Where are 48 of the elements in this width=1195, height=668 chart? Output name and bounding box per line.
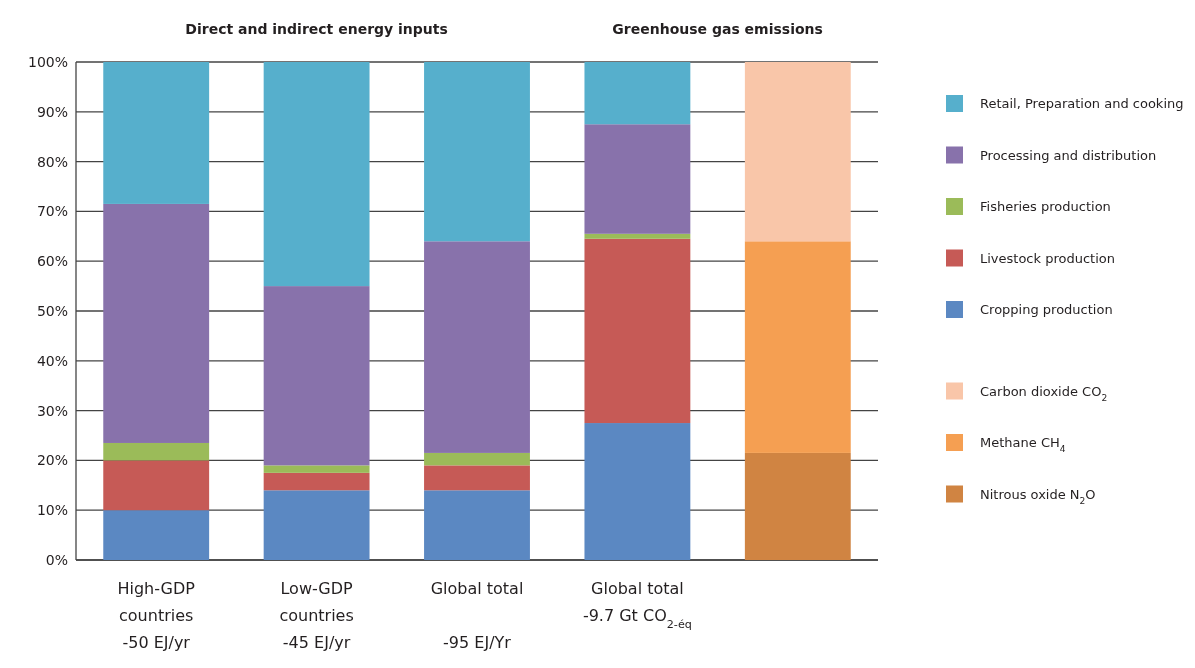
bar (263, 286, 370, 466)
bar (744, 62, 851, 242)
x-tick-label: Global total -9.7 Gt CO$_{2-éq}$ (582, 579, 692, 631)
bar (263, 472, 370, 491)
bar (744, 452, 851, 560)
bar (584, 124, 691, 234)
y-tick-label: 0% (45, 552, 68, 568)
bar (584, 238, 691, 424)
legend-label: Retail, Preparation and cooking (980, 96, 1184, 111)
y-tick-label: 60% (36, 253, 68, 270)
bar (424, 490, 530, 560)
legend-label: Fisheries production (980, 199, 1111, 214)
x-tick-label: High-GDP countries -50 EJ/yr (117, 579, 196, 652)
bar (424, 62, 530, 242)
bar (584, 423, 691, 560)
bar (424, 241, 530, 453)
bar (424, 452, 530, 466)
x-tick-label: Low-GDP countries -45 EJ/yr (279, 579, 354, 652)
y-tick-label: 90% (36, 103, 68, 120)
y-tick-label: 30% (36, 402, 68, 419)
y-tick-label: 70% (36, 203, 68, 220)
category-label: Global total -95 EJ/Yr (430, 579, 524, 652)
legend-label: Methane CH$_{4}$ (980, 435, 1066, 454)
y-tick-label: 50% (36, 303, 68, 319)
bar (263, 465, 370, 473)
y-tick-label: 10% (36, 502, 68, 519)
legend-label: Carbon dioxide CO$_{2}$ (980, 383, 1108, 403)
bar (263, 62, 370, 287)
y-tick-label: 40% (36, 352, 68, 369)
bar (584, 62, 691, 125)
bar (263, 490, 370, 560)
legend-label: Livestock production (980, 250, 1115, 266)
bar (103, 203, 210, 443)
text: Greenhouse gas emissions (612, 21, 823, 37)
y-tick-label: 80% (36, 153, 68, 170)
bar (584, 233, 691, 239)
text: Direct and indirect energy inputs (185, 21, 448, 37)
y-tick-label: 100% (27, 54, 68, 70)
legend-label: Processing and distribution (980, 147, 1157, 163)
y-tick-label: 20% (36, 452, 68, 469)
legend-label: Nitrous oxide N$_{2}$O (980, 486, 1096, 506)
bar (103, 510, 210, 560)
bar (103, 442, 210, 461)
bar (744, 241, 851, 453)
bar (103, 460, 210, 511)
bar (103, 62, 210, 204)
legend-label: Cropping production (980, 302, 1113, 317)
bar (424, 465, 530, 491)
